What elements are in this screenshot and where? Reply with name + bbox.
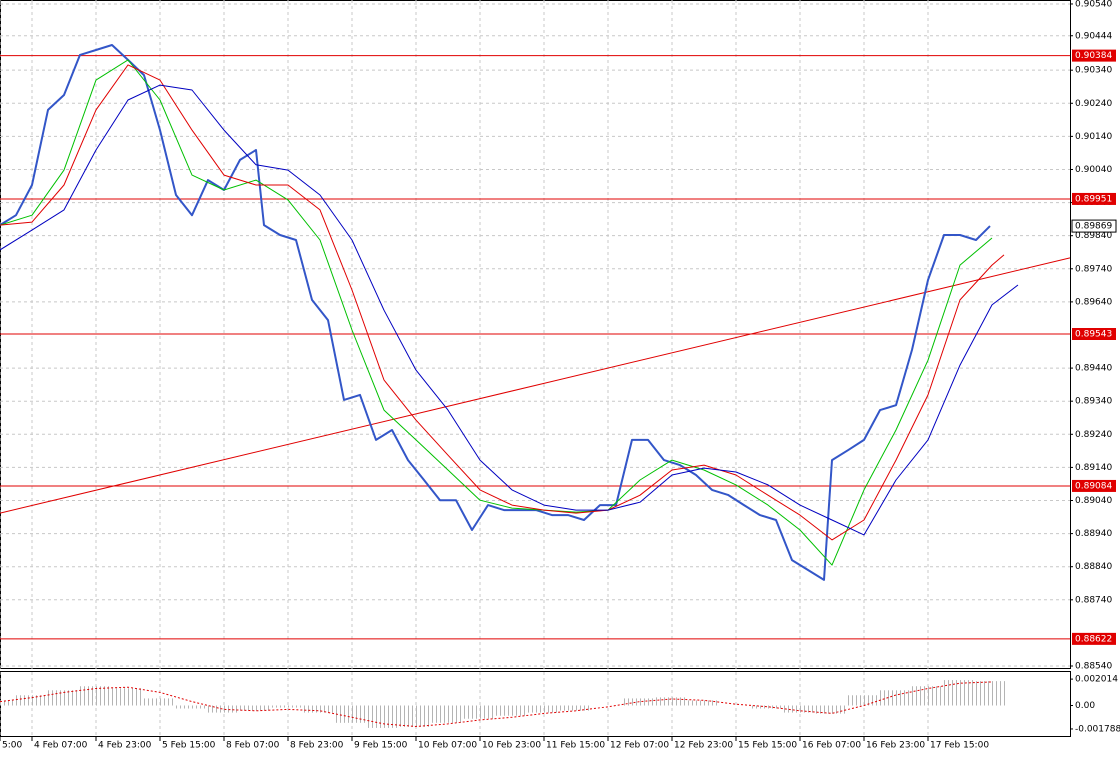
oscillator-bar (624, 698, 656, 706)
oscillator-bar (816, 705, 848, 714)
y-tick-label: 0.00 (1075, 701, 1095, 711)
y-tick-label: 0.89440 (1075, 364, 1112, 374)
price-level-tag (1072, 328, 1116, 340)
price-level-tag (1072, 49, 1116, 62)
y-tick-label: 0.89740 (1075, 264, 1112, 274)
oscillator-bar (304, 705, 336, 713)
x-tick-label: 8 Feb 23:00 (290, 741, 344, 751)
x-tick-label: 8 Feb 07:00 (226, 741, 280, 751)
oscillator-bar (0, 700, 16, 706)
oscillator-bar (880, 690, 912, 706)
y-tick-label: -0.001788 (1075, 724, 1120, 734)
y-tick-label: 0.88740 (1075, 595, 1112, 605)
x-tick-label: 9 Feb 15:00 (354, 741, 408, 751)
oscillator-bar (848, 695, 880, 706)
y-tick-label: 0.88540 (1075, 662, 1112, 672)
oscillator-bar (976, 681, 1008, 706)
price-level-tag (1072, 192, 1116, 205)
oscillator-bar (112, 688, 144, 706)
oscillator-bar (400, 705, 432, 727)
oscillator-bar (432, 705, 464, 723)
y-tick-label: 0.89840 (1075, 231, 1112, 241)
x-tick-label: 10 Feb 23:00 (482, 741, 541, 751)
current-price-label: 0.89869 (1075, 222, 1112, 232)
x-tick-label: 12 Feb 23:00 (674, 741, 733, 751)
price-level-label: 0.88622 (1075, 634, 1112, 644)
y-tick-label: 0.90140 (1075, 132, 1112, 142)
moving-average (0, 64, 1005, 541)
oscillator-bar (144, 698, 176, 706)
oscillator-bar (240, 705, 272, 711)
oscillator-bar (464, 705, 496, 719)
y-tick-label: 0.88840 (1075, 562, 1112, 572)
trend-line (0, 257, 1071, 514)
signal-line (0, 681, 993, 728)
oscillator-bar (272, 705, 304, 708)
oscillator-bar (560, 705, 592, 711)
price-level-label: 0.90384 (1075, 51, 1112, 61)
oscillator-bar (784, 705, 816, 713)
oscillator-bar (912, 686, 944, 706)
price-level-label: 0.89084 (1075, 481, 1112, 491)
oscillator-bar (688, 700, 720, 706)
x-tick-label: 12 Feb 07:00 (610, 741, 669, 751)
price-level-tag (1072, 632, 1116, 645)
oscillator-bar (496, 705, 528, 716)
price-level-label: 0.89543 (1075, 330, 1112, 340)
y-tick-label: 0.90240 (1075, 99, 1112, 109)
price-level-tag (1072, 479, 1116, 492)
oscillator-bar (752, 705, 784, 709)
oscillator-bar (208, 705, 240, 713)
y-tick-label: 0.89140 (1075, 463, 1112, 473)
y-tick-label: 0.90540 (1075, 0, 1112, 9)
x-tick-label: 16 Feb 07:00 (802, 741, 861, 751)
y-tick-label: 0.90444 (1075, 31, 1112, 41)
price-line (0, 44, 991, 581)
oscillator-bar (528, 705, 560, 713)
current-price-tag (1071, 219, 1117, 233)
x-tick-label: 4 Feb 07:00 (34, 741, 88, 751)
y-tick-label: 0.89040 (1075, 496, 1112, 506)
x-tick-label: 15 Feb 15:00 (738, 741, 797, 751)
y-tick-label: 0.89240 (1075, 430, 1112, 440)
x-tick-label: 11 Feb 15:00 (546, 741, 605, 751)
oscillator-bar (656, 697, 688, 706)
oscillator-bar (176, 705, 208, 709)
y-tick-label: 0.88940 (1075, 529, 1112, 539)
x-tick-label: 16 Feb 23:00 (866, 741, 925, 751)
x-tick-label: 5 Feb 15:00 (162, 741, 216, 751)
oscillator-bar (944, 680, 976, 706)
x-tick-label: 4 Feb 23:00 (98, 741, 152, 751)
x-tick-label: 5:00 (2, 741, 22, 751)
moving-average (0, 59, 993, 566)
price-level-label: 0.89951 (1075, 194, 1112, 204)
y-tick-label: 0.002014 (1075, 675, 1118, 685)
y-tick-label: 0.90040 (1075, 165, 1112, 175)
y-tick-label: 0.89640 (1075, 297, 1112, 307)
x-tick-label: 10 Feb 07:00 (418, 741, 477, 751)
y-tick-label: 0.90340 (1075, 66, 1112, 76)
oscillator-bar (80, 686, 112, 706)
y-tick-label: 0.89340 (1075, 397, 1112, 407)
moving-average (0, 84, 1019, 536)
x-tick-label: 17 Feb 15:00 (930, 741, 989, 751)
oscillator-bar (16, 695, 48, 706)
oscillator-bar (336, 705, 368, 723)
